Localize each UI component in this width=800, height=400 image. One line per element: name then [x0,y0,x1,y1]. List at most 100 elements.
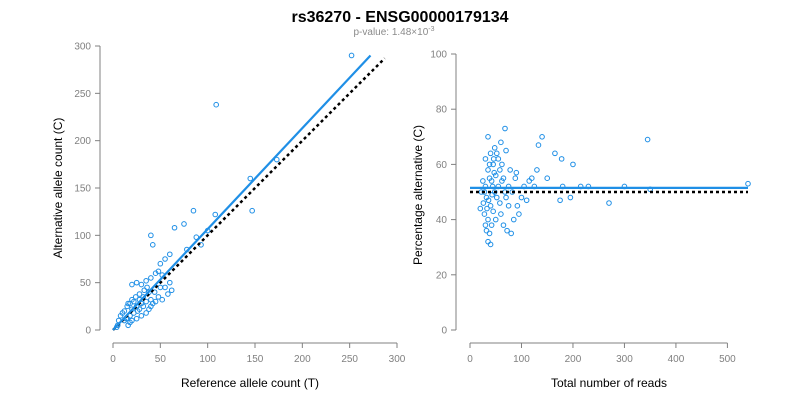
left-data-point [181,221,187,227]
right-data-point [552,150,558,157]
left-y-tick-label: 0 [85,326,91,337]
left-data-point [143,298,149,305]
right-scatter-plot: 0 100 200 300 400 500 0 20 40 60 80 100 Total number… [411,50,751,390]
left-data-point [162,284,168,291]
chart-subtitle: p-value: 1.48×10-3 [353,26,434,38]
left-data-point [157,260,164,267]
right-data-point [523,197,530,204]
left-data-point [140,303,147,310]
right-data-point [499,178,505,184]
right-y-axis-label: Percentage alternative (C) [411,125,425,265]
left-data-point [168,287,175,294]
left-data-point [171,224,178,231]
right-x-axis-label: Total number of reads [551,376,667,390]
left-data-point [143,277,149,284]
right-data-point [544,175,551,181]
right-data-point [481,211,488,217]
right-y-tick-label: 60 [436,160,448,171]
left-y-tick-label: 100 [74,231,91,242]
left-data-point [157,284,164,291]
left-y-tick-label: 250 [74,89,91,100]
right-data-point [493,150,500,157]
right-data-point [480,178,486,184]
left-data-point [129,296,135,303]
left-x-axis-label: Reference allele count (T) [181,376,319,390]
right-y-tick-label: 0 [441,326,447,337]
right-data-point [490,208,496,215]
left-data-point [129,281,135,288]
right-data-point [514,203,521,209]
left-y-tick-label: 50 [80,278,92,289]
left-data-point [167,251,173,258]
right-data-point [482,222,489,228]
left-data-point [136,291,143,297]
left-x-tick-label: 250 [341,354,358,365]
left-scatter-plot: 0 50 100 150 200 250 300 0 50 100 150 200 250 300 Refe… [51,42,406,391]
right-data-point [513,169,520,176]
right-data-point [490,156,497,162]
right-data-point [488,222,495,228]
right-data-point [500,222,507,228]
right-y-tick-label: 20 [436,270,448,281]
right-data-point [526,178,533,184]
right-data-point [503,147,509,154]
right-data-point [528,175,535,181]
left-x-tick-label: 0 [110,354,116,365]
left-data-point [125,322,131,329]
right-data-point [497,167,503,173]
right-data-point [485,197,492,204]
right-data-point [485,167,491,173]
right-data-point [558,156,565,162]
left-data-point [155,294,162,300]
left-y-axis-label: Alternative allele count (C) [51,118,65,259]
left-data-point [138,313,145,319]
right-data-point [499,161,505,168]
left-data-point [133,279,140,286]
right-data-point [489,191,495,198]
right-data-point [493,194,500,201]
right-data-point [535,142,542,148]
left-data-point [155,268,162,275]
left-data-point [213,101,219,108]
left-fit-line [112,54,372,331]
right-data-point [518,194,525,201]
right-data-point [477,205,484,212]
right-data-point [570,161,576,168]
left-data-point [138,281,145,288]
left-x-tick-label: 50 [155,354,167,365]
subtitle-prefix: p-value: 1.48×10 [353,27,428,38]
right-data-point [498,211,504,217]
right-data-point [505,203,512,209]
right-data-point [490,161,496,168]
left-data-point [165,291,171,297]
right-data-point [487,203,494,209]
right-x-tick-label: 300 [616,354,633,365]
right-data-point [486,161,493,168]
right-data-point [507,167,513,173]
right-data-point [485,216,491,223]
left-x-tick-label: 300 [389,354,406,365]
left-data-point [148,303,154,310]
left-data-point [124,303,130,310]
right-x-tick-label: 400 [668,354,685,365]
left-data-point [133,315,140,322]
right-x-tick-label: 0 [467,354,473,365]
right-data-point [491,169,497,176]
right-data-point [745,180,751,187]
left-data-point [152,298,159,305]
right-data-point [502,125,508,132]
left-data-point [141,287,148,294]
right-data-point [510,216,517,223]
right-data-point [492,216,499,223]
right-data-point [488,178,495,184]
left-data-point [143,310,149,316]
right-data-point [504,227,510,234]
right-data-point [497,200,503,206]
right-data-point [484,205,490,212]
left-data-point [249,207,255,214]
left-data-point [144,284,150,291]
subtitle-exponent: -3 [428,26,434,33]
left-data-point [348,52,355,59]
right-data-point [606,200,612,206]
right-data-point [503,194,509,201]
